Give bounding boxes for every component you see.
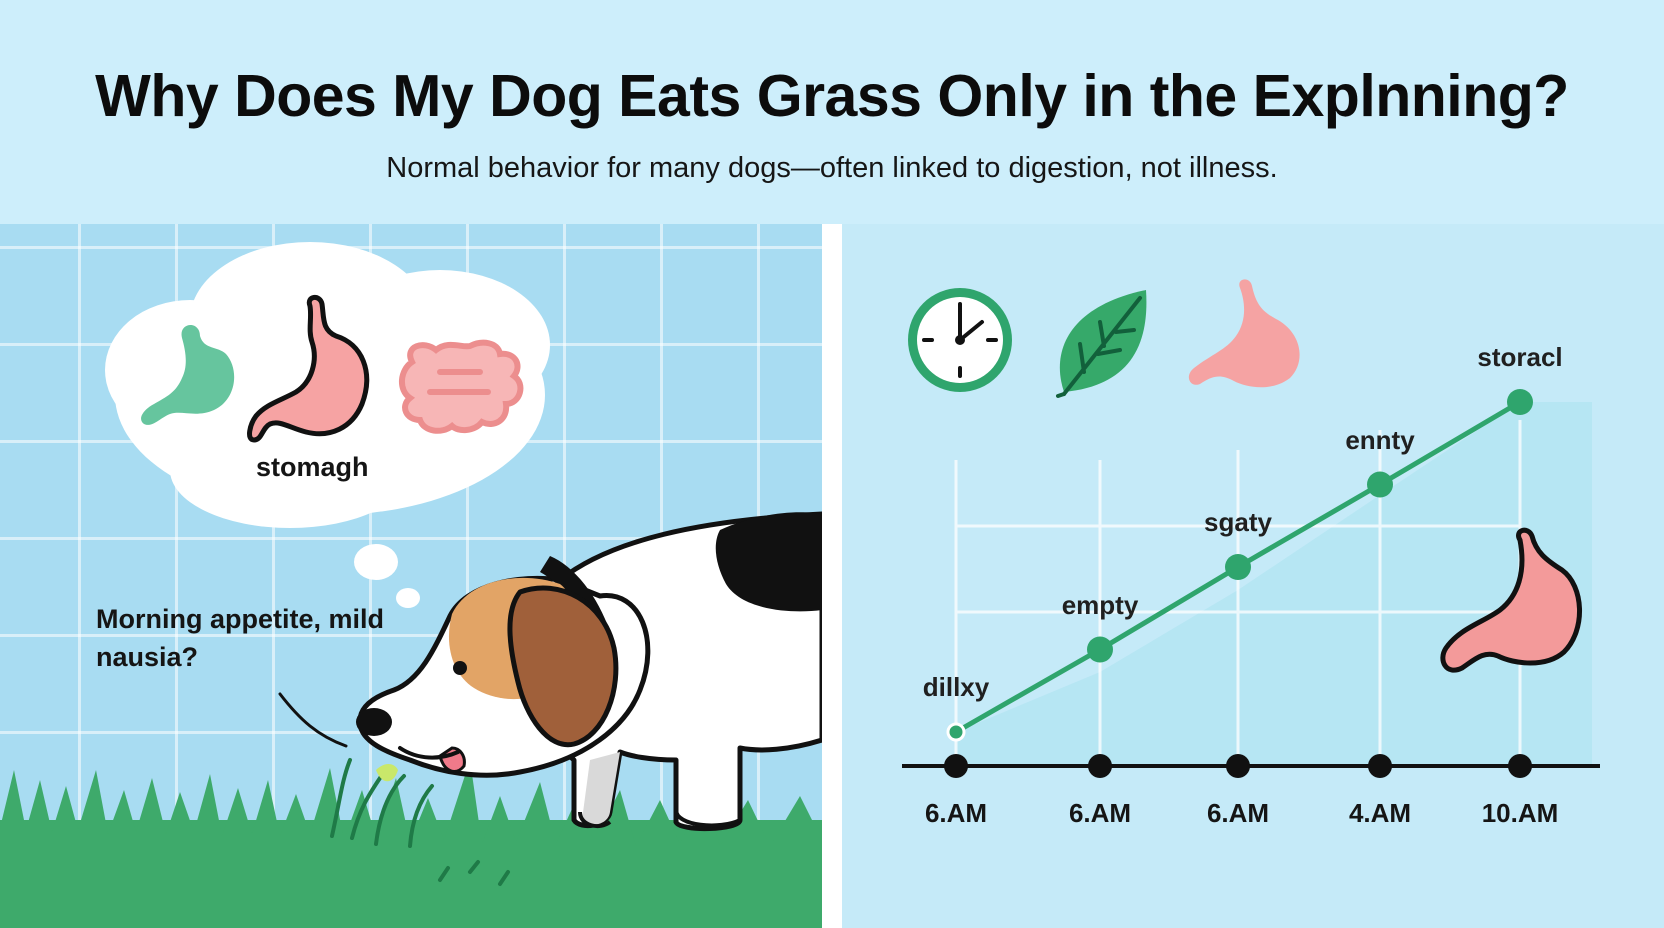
- chart-grid: [954, 420, 1522, 766]
- dog-scene: [0, 242, 822, 928]
- point-label: ennty: [1345, 424, 1415, 455]
- dog-caption: Morning appetite, mild nausia?: [96, 604, 384, 672]
- x-tick-dot: [1226, 754, 1250, 778]
- x-tick-dot: [1368, 754, 1392, 778]
- stomach-icon: [1188, 279, 1300, 388]
- grass-field: [0, 758, 822, 928]
- thought-bubble-label: stomagh: [256, 452, 369, 482]
- data-point: [946, 722, 966, 742]
- point-label: storacl: [1477, 342, 1563, 372]
- x-tick-label: 4.AM: [1348, 798, 1412, 828]
- point-label: sgaty: [1204, 507, 1272, 537]
- page-subtitle: Normal behavior for many dogs—often link…: [386, 152, 1278, 184]
- x-tick-dot: [944, 754, 968, 778]
- data-point: [1367, 471, 1393, 498]
- clock-icon: [908, 288, 1012, 392]
- dog-figure: [356, 511, 822, 832]
- x-tick-label: 10.AM: [1481, 798, 1559, 828]
- x-tick-label: 6.AM: [924, 798, 988, 828]
- stomach-icon-large: [1440, 527, 1582, 673]
- caption-pointer: [278, 692, 348, 748]
- intestine-icon: [399, 339, 524, 434]
- x-tick-label: 6.AM: [1206, 798, 1270, 828]
- data-point: [1225, 554, 1251, 580]
- data-point: [1087, 636, 1113, 663]
- page-title: Why Does My Dog Eats Grass Only in the E…: [95, 63, 1569, 129]
- point-label: dillxy: [922, 672, 990, 702]
- x-tick-label: 6.AM: [1068, 798, 1132, 828]
- leaf-icon: [1056, 290, 1147, 398]
- data-point: [1507, 389, 1533, 415]
- x-tick-dot: [1088, 754, 1112, 778]
- panel-divider: [822, 224, 842, 928]
- stomach-icon-green: [141, 324, 235, 425]
- x-tick-dot: [1508, 754, 1532, 778]
- point-label: empty: [1061, 589, 1139, 620]
- stomach-icon-pink: [247, 295, 370, 443]
